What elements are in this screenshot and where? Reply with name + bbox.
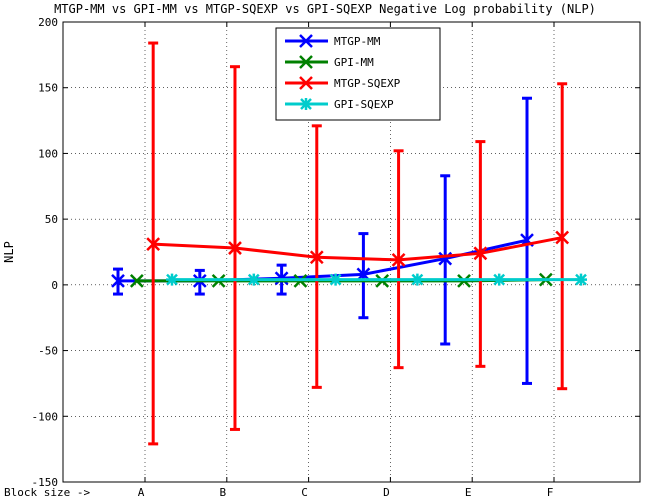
x-tick-label: E <box>465 486 472 499</box>
marker-stroke <box>129 274 144 288</box>
x-tick-label: A <box>138 486 145 499</box>
y-tick-label: -150 <box>32 476 59 489</box>
y-tick-label: -100 <box>32 410 59 423</box>
x-tick-label: B <box>219 486 226 499</box>
data-point <box>411 273 424 286</box>
marker-stroke <box>391 253 406 267</box>
marker-stroke <box>299 55 313 69</box>
legend-item-gpi-mm: GPI-MM <box>285 55 374 69</box>
x-axis-ticks: A B C D E F <box>138 22 555 499</box>
data-point <box>309 250 324 265</box>
y-tick-label: -50 <box>38 345 58 358</box>
legend-marker <box>299 34 313 48</box>
legend-marker <box>299 55 313 69</box>
legend-marker <box>300 98 312 110</box>
data-point <box>329 273 342 286</box>
x-prefix-label: Block size -> <box>4 486 90 499</box>
data-point <box>228 241 242 255</box>
data-point <box>146 237 161 251</box>
data-point <box>247 273 260 286</box>
marker-stroke <box>299 76 313 90</box>
y-tick-label: 100 <box>38 147 58 160</box>
marker-stroke <box>228 241 242 255</box>
data-point <box>473 246 488 261</box>
data-point <box>574 273 587 286</box>
y-tick-label: 200 <box>38 16 58 29</box>
legend-item-mtgp-sqexp: MTGP-SQEXP <box>285 76 401 90</box>
x-tick-label: D <box>383 486 390 499</box>
legend-label: GPI-SQEXP <box>334 98 394 111</box>
legend-marker <box>299 76 313 90</box>
y-axis-label: NLP <box>2 241 16 263</box>
marker-stroke <box>111 274 125 288</box>
series-layer <box>111 41 587 446</box>
y-tick-label: 50 <box>45 213 58 226</box>
legend-item-mtgp-mm: MTGP-MM <box>285 34 381 48</box>
marker-stroke <box>309 250 324 265</box>
marker-stroke <box>473 246 488 261</box>
data-point <box>129 274 144 288</box>
y-axis-ticks: -150 -100 -50 0 50 100 150 200 <box>32 16 640 489</box>
x-tick-label: C <box>301 486 308 499</box>
legend-label: MTGP-MM <box>334 35 381 48</box>
data-point <box>165 273 178 286</box>
series-gpi-sqexp <box>165 273 587 286</box>
legend-label: MTGP-SQEXP <box>334 77 401 90</box>
marker-stroke <box>146 237 161 251</box>
y-tick-label: 150 <box>38 82 58 95</box>
data-point <box>111 274 125 288</box>
legend-label: GPI-MM <box>334 56 374 69</box>
marker-stroke <box>299 34 313 48</box>
legend-item-gpi-sqexp: GPI-SQEXP <box>285 98 394 111</box>
data-point <box>391 253 406 267</box>
x-tick-label: F <box>547 486 554 499</box>
data-point <box>555 230 570 245</box>
series-mtgp-sqexp <box>146 41 570 446</box>
y-tick-label: 0 <box>51 279 58 292</box>
data-point <box>493 273 506 286</box>
chart-title: MTGP-MM vs GPI-MM vs MTGP-SQEXP vs GPI-S… <box>54 2 596 16</box>
plot-frame <box>62 21 641 483</box>
marker-stroke <box>555 230 570 245</box>
series-line <box>153 236 563 262</box>
legend: MTGP-MM GPI-MM MTGP-SQEXP GPI-SQEXP <box>275 27 441 121</box>
